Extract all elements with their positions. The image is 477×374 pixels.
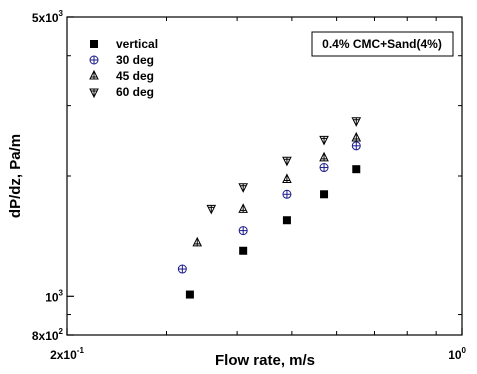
data-point <box>319 151 329 162</box>
series-1 <box>177 141 361 274</box>
legend-marker <box>89 69 99 80</box>
data-point <box>351 131 362 142</box>
data-point <box>239 246 248 255</box>
legend: vertical 30 deg 45 deg 60 deg <box>89 37 158 99</box>
data-point <box>185 290 194 299</box>
y-tick-label: 5x103 <box>32 9 64 25</box>
data-point <box>352 165 361 174</box>
data-point <box>192 236 203 247</box>
data-point <box>319 135 329 146</box>
y-tick-label: 103 <box>45 288 63 304</box>
series-0 <box>185 165 361 299</box>
data-point <box>320 190 329 199</box>
legend-marker <box>90 40 98 48</box>
legend-label: vertical <box>116 37 158 51</box>
legend-label: 30 deg <box>116 53 154 67</box>
data-point <box>206 204 217 215</box>
y-axis-label: dP/dz, Pa/m <box>7 134 24 218</box>
legend-label: 45 deg <box>116 69 154 83</box>
legend-marker <box>89 55 99 65</box>
x-axis-label: Flow rate, m/s <box>215 352 315 369</box>
data-point <box>282 173 292 184</box>
x-tick-label: 2x10-1 <box>50 346 84 362</box>
data-point <box>351 141 361 151</box>
data-point <box>238 226 248 236</box>
data-point <box>238 203 248 213</box>
annotation-text: 0.4% CMC+Sand(4%) <box>322 37 442 51</box>
data-point <box>282 189 292 199</box>
y-tick-label: 8x102 <box>32 327 64 343</box>
data-point <box>319 163 329 173</box>
series-2 <box>192 131 362 247</box>
data-point <box>238 183 248 193</box>
annotation-box: 0.4% CMC+Sand(4%) <box>311 31 454 57</box>
x-tick-label: 100 <box>448 346 466 362</box>
data-point <box>351 117 362 127</box>
legend-label: 60 deg <box>116 85 154 99</box>
data-point <box>282 216 291 225</box>
data-point <box>177 264 187 274</box>
data-point <box>282 156 292 167</box>
legend-marker <box>89 88 99 99</box>
series-3 <box>206 117 362 215</box>
